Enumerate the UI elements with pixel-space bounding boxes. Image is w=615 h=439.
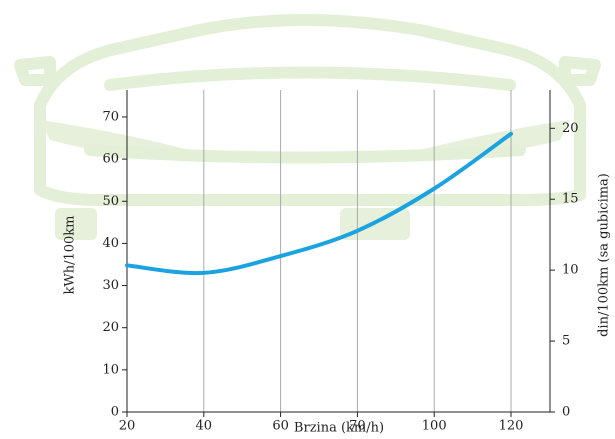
y-tick-label: 60: [102, 152, 119, 167]
y2-tick-label: 10: [562, 263, 579, 278]
x-axis-label: Brzina (km/h): [294, 421, 384, 436]
x-tick-label: 40: [196, 419, 213, 434]
y2-tick-label: 5: [562, 334, 570, 349]
x-tick-label: 100: [422, 419, 447, 434]
y2-axis-label: din/100km (sa gubicima): [597, 173, 612, 337]
y-tick-label: 30: [102, 278, 119, 293]
y2-tick-label: 15: [562, 192, 579, 207]
x-tick-label: 60: [272, 419, 289, 434]
x-tick-label: 70: [349, 419, 366, 434]
y-tick-label: 40: [102, 236, 119, 251]
y-axis-label: kWh/100km: [63, 215, 78, 294]
x-tick-label: 20: [119, 419, 136, 434]
y-tick-label: 10: [102, 362, 119, 377]
y2-tick-label: 20: [562, 121, 579, 136]
x-tick-label: 120: [499, 419, 524, 434]
y-tick-label: 0: [111, 405, 119, 420]
y-tick-label: 50: [102, 194, 119, 209]
y-tick-label: 20: [102, 320, 119, 335]
chart: kWh/100km din/100km (sa gubicima) Brzina…: [0, 0, 615, 439]
y2-tick-label: 0: [562, 405, 570, 420]
y-tick-label: 70: [102, 109, 119, 124]
